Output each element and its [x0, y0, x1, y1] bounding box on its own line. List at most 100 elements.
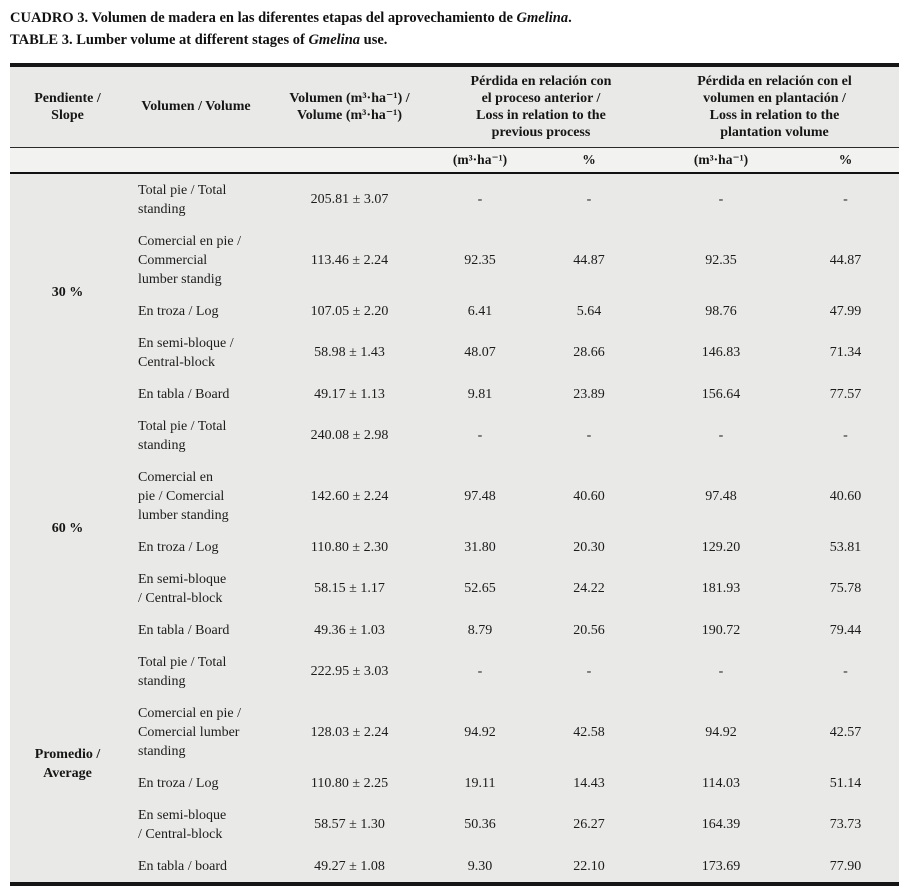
volume-stage-label: En troza / Log — [138, 303, 219, 319]
loss-plantation-pct: 75.78 — [829, 581, 862, 596]
table-row: En semi-bloque / Central-block 58.57 ± 1.… — [10, 799, 899, 850]
loss-plantation-pct: 77.90 — [829, 858, 862, 874]
loss-plantation-m3: 94.92 — [705, 724, 737, 740]
table-row: En semi-bloque / Central-block 58.98 ± 1.… — [10, 327, 899, 378]
table-header: Pendiente / Slope Volumen / Volume Volum… — [10, 65, 899, 174]
loss-plantation-m3: 146.83 — [701, 345, 741, 360]
loss-previous-m3: 8.79 — [467, 622, 493, 638]
loss-plantation-pct: 53.81 — [829, 539, 862, 555]
loss-previous-pct: 24.22 — [573, 581, 605, 596]
volume-stage-label: Total pie / Total standing — [138, 418, 227, 453]
subheader-unit-pct: % — [792, 146, 899, 174]
loss-previous-pct: 5.64 — [576, 303, 602, 319]
loss-plantation-m3: - — [718, 192, 724, 207]
volume-stage-label: En semi-bloque / Central-block — [138, 571, 227, 606]
table-row: En troza / Log 110.80 ± 2.30 31.80 20.30 129… — [10, 531, 899, 563]
loss-previous-m3: 48.07 — [464, 345, 496, 360]
volume-stage-label: Total pie / Total standing — [138, 182, 227, 217]
loss-plantation-pct: 71.34 — [829, 345, 862, 360]
volume-value: 222.95 ± 3.03 — [310, 664, 389, 679]
volume-value: 110.80 ± 2.30 — [310, 539, 389, 555]
loss-previous-pct: 20.30 — [573, 539, 605, 555]
loss-plantation-m3: 173.69 — [701, 858, 741, 874]
table-row: 60 % Total pie / Total standing 240.08 ± 2… — [10, 410, 899, 536]
loss-plantation-pct: 44.87 — [829, 252, 862, 268]
volume-value: 49.17 ± 1.13 — [314, 386, 385, 402]
volume-value: 110.80 ± 2.25 — [310, 775, 389, 791]
loss-plantation-pct: - — [843, 192, 848, 207]
loss-previous-pct: - — [586, 192, 592, 207]
loss-previous-pct: 14.43 — [573, 775, 605, 791]
slope-label: 60 % — [51, 520, 84, 536]
volume-stage-label: En troza / Log — [138, 539, 219, 555]
loss-plantation-pct: 77.57 — [829, 386, 862, 402]
loss-plantation-m3: 98.76 — [705, 303, 737, 319]
header-slope: Pendiente / Slope — [34, 90, 101, 123]
volume-value: 113.46 ± 2.24 — [310, 252, 389, 268]
table-row: 30 % Total pie / Total standing 205.81 ± 3… — [10, 173, 899, 300]
caption-line-es: CUADRO 3. Volumen de madera en las difer… — [10, 8, 909, 30]
volume-value: 142.60 ± 2.24 — [310, 488, 389, 504]
subheader-row: (m³·ha⁻¹) % (m³·ha⁻¹) % — [10, 146, 899, 174]
volume-value: 107.05 ± 2.20 — [310, 303, 389, 319]
loss-previous-m3: 6.41 — [467, 303, 493, 319]
volume-stage-label: Comercial en pie / Commercial lumber sta… — [138, 233, 242, 287]
volume-value: 49.36 ± 1.03 — [314, 622, 385, 638]
loss-previous-pct: - — [586, 664, 592, 679]
loss-previous-pct: 28.66 — [573, 345, 605, 360]
table-row: En tabla / Board 49.17 ± 1.13 9.81 23.89 156… — [10, 378, 899, 410]
loss-plantation-pct: - — [843, 664, 848, 679]
caption-en-text: TABLE 3. Lumber volume at different stag… — [10, 31, 309, 48]
subheader-unit-m3: (m³·ha⁻¹) — [432, 146, 528, 174]
table-row: Comercial en pie / Comercial lumber stan… — [10, 461, 899, 531]
caption-es-text: CUADRO 3. Volumen de madera en las difer… — [10, 10, 517, 26]
loss-plantation-m3: 97.48 — [705, 488, 737, 504]
subheader-empty — [267, 146, 432, 174]
loss-plantation-pct: - — [843, 428, 848, 443]
caption-es-species: Gmelina — [516, 10, 569, 26]
header-volume: Volumen / Volume — [141, 99, 251, 114]
table-row: En troza / Log 110.80 ± 2.25 19.11 14.43 114… — [10, 767, 899, 799]
caption-es-period: . — [568, 10, 572, 26]
volume-value: 240.08 ± 2.98 — [310, 428, 389, 443]
loss-previous-m3: 9.30 — [467, 858, 493, 874]
table-row: En troza / Log 107.05 ± 2.20 6.41 5.64 98.76… — [10, 295, 899, 327]
loss-previous-m3: 92.35 — [464, 252, 496, 268]
table-row: Comercial en pie / Comercial lumber stan… — [10, 697, 899, 767]
table-row: En semi-bloque / Central-block 58.15 ± 1.… — [10, 563, 899, 614]
loss-plantation-m3: 164.39 — [701, 817, 741, 832]
volume-value: 205.81 ± 3.07 — [310, 192, 389, 207]
loss-previous-pct: 22.10 — [573, 858, 605, 874]
table-body: 30 % Total pie / Total standing 205.81 ± 3… — [10, 173, 899, 884]
loss-previous-pct: 23.89 — [573, 386, 605, 402]
volume-stage-label: Total pie / Total standing — [138, 654, 227, 689]
loss-plantation-pct: 51.14 — [829, 775, 862, 791]
loss-plantation-m3: 156.64 — [701, 386, 741, 402]
loss-plantation-m3: 181.93 — [701, 581, 741, 596]
loss-plantation-m3: - — [718, 664, 724, 679]
volume-stage-label: En semi-bloque / Central-block — [138, 335, 234, 370]
volume-stage-label: Comercial en pie / Comercial lumber stan… — [138, 469, 229, 523]
loss-previous-m3: - — [477, 664, 483, 679]
loss-previous-m3: 94.92 — [464, 724, 496, 740]
table-row: En tabla / board 49.27 ± 1.08 9.30 22.10 173… — [10, 850, 899, 884]
table-row: Promedio / Average Total pie / Total stan… — [10, 646, 899, 782]
loss-previous-pct: - — [586, 428, 592, 443]
loss-plantation-m3: 114.03 — [702, 775, 740, 791]
header-loss-previous: Pérdida en relación con el proceso anter… — [470, 73, 612, 140]
loss-plantation-m3: 92.35 — [705, 252, 737, 268]
loss-previous-m3: 97.48 — [464, 488, 496, 504]
volume-stage-label: En semi-bloque / Central-block — [138, 807, 227, 842]
volume-stage-label: En tabla / Board — [138, 622, 230, 638]
lumber-volume-table: Pendiente / Slope Volumen / Volume Volum… — [10, 62, 899, 886]
subheader-empty — [10, 146, 125, 174]
loss-previous-m3: 50.36 — [464, 817, 496, 832]
caption-en-suffix: use. — [360, 31, 388, 48]
loss-previous-pct: 42.58 — [573, 724, 605, 740]
loss-previous-m3: - — [477, 428, 483, 443]
loss-previous-m3: 19.11 — [464, 775, 496, 791]
loss-plantation-pct: 79.44 — [829, 622, 862, 638]
subheader-unit-m3: (m³·ha⁻¹) — [650, 146, 792, 174]
subheader-empty — [125, 146, 267, 174]
header-loss-plantation: Pérdida en relación con el volumen en pl… — [697, 73, 852, 140]
